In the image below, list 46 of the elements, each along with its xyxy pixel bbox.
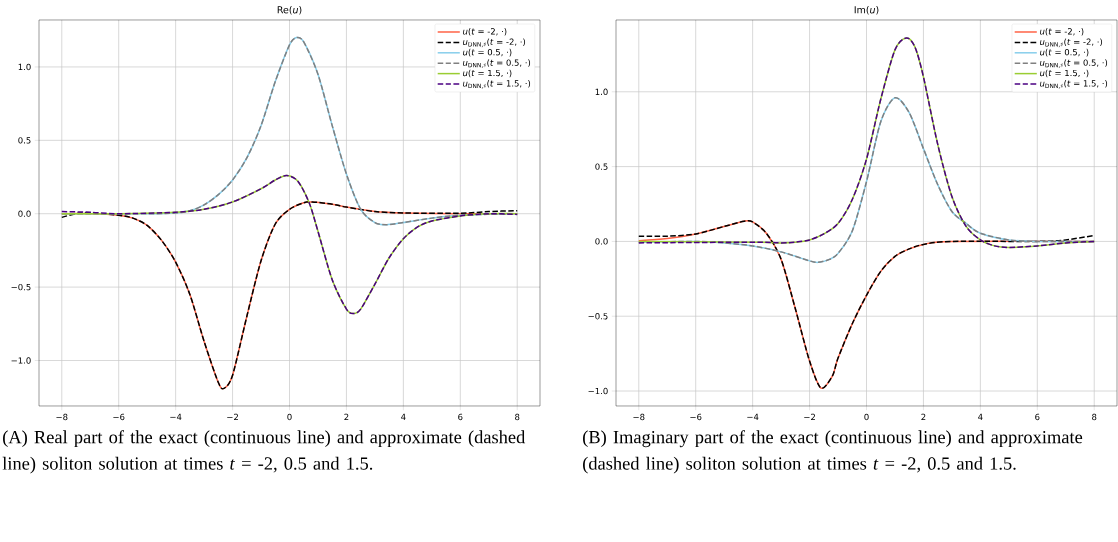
x-tick-label: 8 — [515, 413, 520, 421]
legend-label: u(t = 1.5, ·) — [463, 69, 512, 78]
x-tick-label: 8 — [1092, 413, 1097, 421]
y-tick-label: 0.0 — [18, 210, 31, 217]
y-tick-label: −0.5 — [588, 313, 608, 320]
legend-label: u(t = 0.5, ·) — [1040, 48, 1089, 57]
x-tick-label: −8 — [56, 413, 68, 421]
y-tick-label: −1.0 — [11, 357, 31, 364]
x-tick-label: −4 — [170, 413, 182, 420]
x-tick-label: 2 — [921, 413, 926, 421]
y-tick-label: 1.0 — [595, 88, 608, 95]
line-series — [61, 174, 518, 315]
y-tick-label: 0.0 — [595, 238, 608, 245]
x-tick-label: 2 — [344, 413, 349, 421]
x-tick-label: −2 — [227, 413, 238, 421]
legend-label: u(t = 1.5, ·) — [1040, 69, 1089, 78]
chart-title: Re(u) — [277, 6, 302, 15]
legend-label: u$_{DNN,♯}$(t = 0.5, ·) — [463, 59, 531, 68]
x-tick-label: 0 — [287, 413, 292, 421]
y-tick-label: 1.0 — [18, 63, 31, 71]
x-tick-label: −6 — [690, 413, 702, 421]
y-tick-label: 0.5 — [18, 137, 31, 144]
legend-label: u$_{DNN,♯}$(t = -2, ·) — [1040, 38, 1103, 48]
legend-label: u$_{DNN,♯}$(t = 1.5, ·) — [1040, 80, 1108, 89]
chart-title: Im(u) — [854, 6, 879, 15]
y-tick-label: −0.5 — [11, 283, 31, 291]
x-tick-label: 4 — [401, 413, 406, 420]
legend-label: u$_{DNN,♯}$(t = 1.5, ·) — [463, 80, 531, 89]
x-tick-label: −2 — [804, 413, 815, 421]
legend-label: u$_{DNN,♯}$(t = 0.5, ·) — [1040, 59, 1108, 68]
line-series — [61, 201, 518, 390]
x-tick-label: 6 — [458, 413, 463, 421]
x-tick-label: −6 — [113, 413, 125, 421]
text: (A) Real part of the exact (continuous line) and approximate (dashed line) soliton solution at times t = -2, 0.5 and 1.5. — [2, 430, 526, 474]
y-tick-label: 0.5 — [595, 163, 608, 170]
legend-label: u(t = 0.5, ·) — [463, 48, 512, 57]
x-tick-label: −8 — [633, 413, 645, 421]
legend-label: u(t = -2, ·) — [1040, 28, 1084, 36]
x-tick-label: −4 — [747, 413, 759, 420]
text: (B) Imaginary part of the exact (continuous line) and approximate (dashed line) soliton solution at times t = -2, 0.5 and 1.5. — [583, 430, 1083, 474]
legend-label: u(t = -2, ·) — [463, 28, 507, 36]
x-tick-label: 4 — [978, 413, 983, 420]
x-tick-label: 6 — [1035, 413, 1040, 421]
y-tick-label: −1.0 — [588, 387, 608, 395]
legend-label: u$_{DNN,♯}$(t = -2, ·) — [463, 38, 526, 48]
x-tick-label: 0 — [864, 413, 869, 421]
